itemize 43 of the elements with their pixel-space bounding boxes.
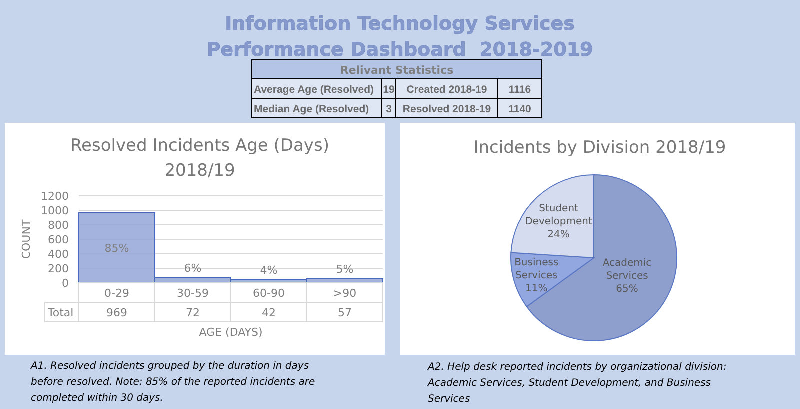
text: 3 <box>386 104 392 116</box>
y-tick-label: 1200 <box>41 190 69 203</box>
slice-label: Student Development <box>525 203 593 228</box>
x-tick-label: 0-29 <box>104 287 130 300</box>
data-label: 72 <box>186 306 200 320</box>
y-tick-label: 800 <box>48 219 69 232</box>
text: Average Age (Resolved) <box>254 84 374 96</box>
text: Information Technology Services <box>225 13 575 35</box>
text: 1116 <box>508 84 532 96</box>
x-axis-title: AGE (DAYS) <box>199 326 263 339</box>
text: Performance Dashboard 2018-2019 <box>206 39 594 61</box>
annotation: 85% <box>104 242 130 255</box>
x-tick-label: 60-90 <box>253 287 285 300</box>
text: A1. Resolved incidents grouped by the duration in days before resolved. Note: 85% of the reported incidents are completed within 30 days. <box>30 361 316 404</box>
annotation: 4% <box>260 264 278 277</box>
text: Total <box>47 306 74 320</box>
text: Created 2018-19 <box>406 84 488 96</box>
text: Relivant Statistics <box>340 64 454 77</box>
text: A2. Help desk reported incidents by organizational division: Academic Services, Student Development, and Business Services <box>427 362 727 405</box>
y-tick-label: 200 <box>48 262 69 276</box>
y-tick-label: 1000 <box>41 204 69 218</box>
text: Resolved 2018-19 <box>402 104 492 116</box>
text: Median Age (Resolved) <box>254 104 370 116</box>
slice-label: Business Services <box>514 258 559 282</box>
data-label: 969 <box>106 306 128 320</box>
data-label: 57 <box>338 306 352 320</box>
data-label: 24% <box>548 229 570 240</box>
data-label: 65% <box>616 284 638 295</box>
data-label: 42 <box>262 306 276 320</box>
x-tick-label: >90 <box>333 287 357 300</box>
y-tick-label: 400 <box>48 248 69 261</box>
slice-label: Academic Services <box>602 258 652 282</box>
y-tick-label: 0 <box>62 277 69 290</box>
x-tick-label: 30-59 <box>177 287 209 300</box>
chart-title: Resolved Incidents Age (Days) 2018/19 <box>70 136 330 181</box>
annotation: 5% <box>336 262 354 276</box>
annotation: 6% <box>184 262 202 275</box>
chart-title: Incidents by Division 2018/19 <box>474 138 726 158</box>
text: 1140 <box>508 104 532 116</box>
text: 19 <box>383 84 395 96</box>
data-label: 11% <box>525 284 548 295</box>
y-tick-label: 600 <box>48 234 69 246</box>
y-axis-title: COUNT <box>20 220 33 260</box>
